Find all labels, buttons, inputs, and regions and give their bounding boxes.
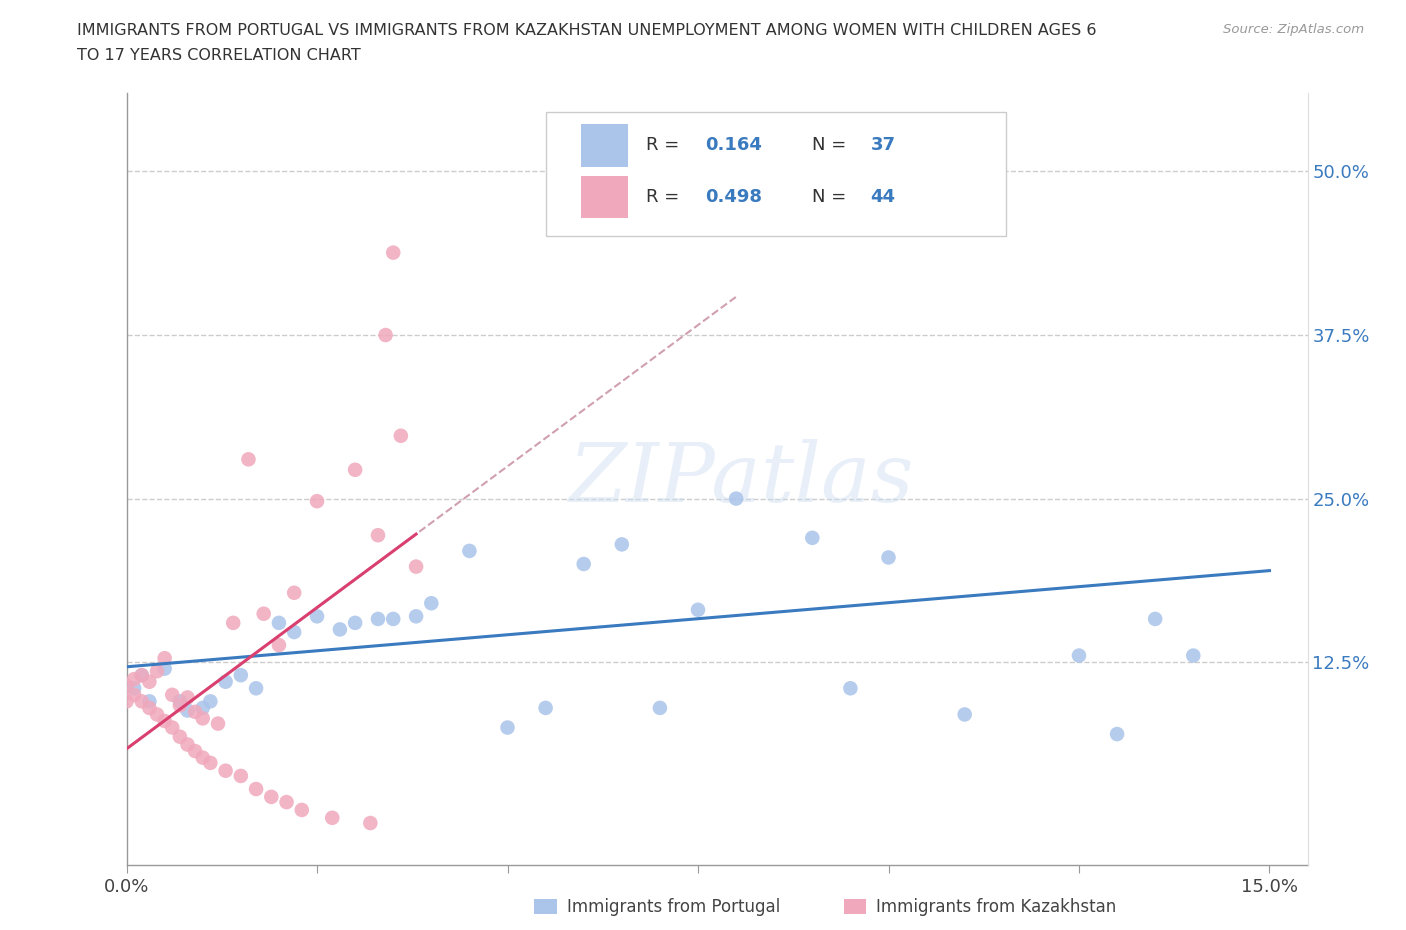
Point	[405, 609, 427, 624]
Point	[389, 429, 412, 444]
Point	[138, 674, 160, 689]
Point	[122, 687, 145, 702]
Point	[610, 537, 633, 551]
Point	[877, 550, 900, 565]
Text: 0.164: 0.164	[706, 137, 762, 154]
FancyBboxPatch shape	[581, 125, 628, 166]
Point	[176, 703, 198, 718]
Point	[115, 678, 138, 693]
Point	[245, 781, 267, 796]
Point	[245, 681, 267, 696]
Point	[572, 556, 595, 571]
Point	[184, 704, 207, 719]
Point	[191, 711, 214, 725]
Text: N =: N =	[811, 188, 852, 206]
Point	[276, 794, 298, 809]
Point	[115, 694, 138, 709]
Point	[162, 720, 184, 735]
Point	[169, 694, 191, 709]
Point	[184, 744, 207, 759]
Point	[200, 694, 222, 709]
Point	[169, 698, 191, 712]
Point	[344, 616, 367, 631]
Point	[686, 603, 709, 618]
Point	[138, 694, 160, 709]
Point	[122, 671, 145, 686]
Point	[458, 543, 481, 558]
Point	[138, 700, 160, 715]
Point	[801, 530, 824, 545]
Point	[305, 609, 328, 624]
Point	[131, 668, 153, 683]
Text: ZIPatlas: ZIPatlas	[568, 439, 914, 519]
Point	[496, 720, 519, 735]
Point	[214, 764, 236, 778]
Point	[839, 681, 862, 696]
Point	[382, 612, 405, 627]
Point	[321, 810, 343, 825]
Point	[200, 755, 222, 770]
Text: Source: ZipAtlas.com: Source: ZipAtlas.com	[1223, 23, 1364, 36]
Point	[131, 694, 153, 709]
Point	[1144, 612, 1167, 627]
Point	[162, 687, 184, 702]
Text: TO 17 YEARS CORRELATION CHART: TO 17 YEARS CORRELATION CHART	[77, 48, 361, 63]
Text: 44: 44	[870, 188, 896, 206]
Point	[146, 707, 169, 722]
Point	[283, 585, 305, 600]
FancyBboxPatch shape	[546, 113, 1007, 236]
Point	[191, 700, 214, 715]
Point	[382, 246, 405, 260]
Text: R =: R =	[647, 188, 685, 206]
FancyBboxPatch shape	[581, 176, 628, 219]
Point	[131, 668, 153, 683]
Point	[176, 690, 198, 705]
Text: N =: N =	[811, 137, 852, 154]
Point	[176, 737, 198, 752]
Point	[169, 729, 191, 744]
Point	[1067, 648, 1090, 663]
Point	[222, 616, 245, 631]
Point	[305, 494, 328, 509]
Point	[191, 751, 214, 765]
Point	[238, 452, 260, 467]
Point	[153, 713, 176, 728]
Point	[153, 651, 176, 666]
Text: Immigrants from Kazakhstan: Immigrants from Kazakhstan	[876, 897, 1116, 916]
Point	[405, 559, 427, 574]
Text: IMMIGRANTS FROM PORTUGAL VS IMMIGRANTS FROM KAZAKHSTAN UNEMPLOYMENT AMONG WOMEN : IMMIGRANTS FROM PORTUGAL VS IMMIGRANTS F…	[77, 23, 1097, 38]
Point	[267, 638, 290, 653]
Point	[122, 681, 145, 696]
Text: Immigrants from Portugal: Immigrants from Portugal	[567, 897, 780, 916]
Point	[283, 625, 305, 640]
Point	[153, 661, 176, 676]
Point	[725, 491, 748, 506]
Point	[367, 527, 389, 542]
Point	[367, 612, 389, 627]
Point	[359, 816, 381, 830]
Point	[291, 803, 314, 817]
Point	[214, 674, 236, 689]
Point	[1107, 726, 1129, 741]
Text: R =: R =	[647, 137, 685, 154]
Point	[648, 700, 671, 715]
Point	[229, 668, 252, 683]
Point	[253, 606, 276, 621]
Text: 37: 37	[870, 137, 896, 154]
Point	[260, 790, 283, 804]
Point	[146, 664, 169, 679]
Point	[534, 700, 557, 715]
Point	[267, 616, 290, 631]
Point	[344, 462, 367, 477]
Point	[915, 197, 938, 212]
Point	[953, 707, 976, 722]
Point	[1182, 648, 1205, 663]
Point	[374, 327, 396, 342]
Point	[229, 768, 252, 783]
Point	[420, 596, 443, 611]
Point	[207, 716, 229, 731]
Point	[329, 622, 352, 637]
Text: 0.498: 0.498	[706, 188, 762, 206]
